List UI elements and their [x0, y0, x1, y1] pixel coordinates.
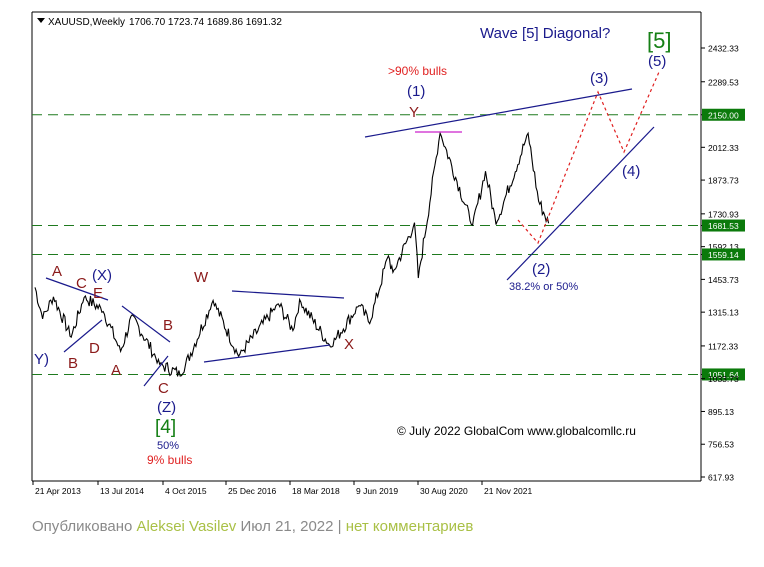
chart-title: Wave [5] Diagonal? — [480, 25, 610, 42]
horizontal-levels — [32, 114, 701, 375]
publication-footer: Опубликовано Aleksei Vasilev Июл 21, 202… — [32, 518, 473, 535]
wave-label-d1: D — [89, 340, 100, 357]
author-link[interactable]: Aleksei Vasilev — [136, 518, 237, 535]
trendlines — [45, 88, 655, 387]
y-tick-label: 1681.53 — [708, 221, 739, 231]
dropdown-triangle-icon[interactable] — [37, 18, 45, 23]
y-tick-label: 895.13 — [708, 407, 734, 417]
y-tick-label: 1315.13 — [708, 308, 739, 318]
x-tick-label: 21 Apr 2013 — [35, 486, 81, 496]
y-tick-label: 2289.53 — [708, 77, 739, 87]
trendline-2013-bottom — [63, 319, 103, 353]
y-tick-label: 2012.33 — [708, 143, 739, 153]
wave-label-two: (2) — [532, 261, 550, 278]
footer-prefix: Опубликовано — [32, 518, 133, 535]
trendline-2014-top — [121, 305, 171, 343]
wave-label-w: W — [194, 269, 209, 286]
wave-label-b1: B — [68, 355, 78, 372]
trendline-triangle-top — [231, 290, 345, 299]
wave-label-e1: E — [93, 285, 103, 302]
y-tick-label: 1592.13 — [708, 242, 739, 252]
trendline-2015-bottom — [143, 355, 169, 387]
x-tick-label: 21 Nov 2021 — [484, 486, 532, 496]
y-tick-label: 1051.64 — [708, 370, 739, 380]
comments-link[interactable]: нет комментариев — [345, 518, 474, 535]
wave-label-c1: C — [76, 275, 87, 292]
wave-label-three: (3) — [590, 70, 608, 87]
wave-label-four-small: (4) — [622, 163, 640, 180]
watermark-text: © July 2022 GlobalCom www.globalcomllc.r… — [397, 424, 636, 438]
wave-label-a1: A — [52, 263, 62, 280]
x-tick-label: 25 Dec 2016 — [228, 486, 276, 496]
x-axis: 21 Apr 2013 13 Jul 2014 4 Oct 2015 25 Dec 2… — [32, 481, 532, 496]
wave-label-y: Y — [409, 104, 419, 121]
y-tick-label: 1172.33 — [708, 341, 738, 351]
symbol-label: XAUUSD,Weekly — [48, 17, 125, 28]
trendline-upper-diagonal — [364, 88, 633, 138]
wave-label-five: (5) — [648, 53, 666, 70]
projection-path — [517, 71, 660, 245]
price-series-line — [34, 131, 550, 377]
y-tick-label: 1033.73 — [708, 374, 739, 384]
wave-label-bulls90: >90% bulls — [388, 64, 447, 78]
wave-label-x: X — [344, 336, 354, 353]
trendline-lower-diagonal — [506, 126, 655, 281]
wave-labels: Y) A C (X) E D B A B C (Z) [4] 50% 9% bu… — [34, 53, 666, 467]
trendline-triangle-bottom — [203, 344, 331, 363]
wave-label-bulls9: 9% bulls — [147, 453, 192, 467]
wave-label-one: (1) — [407, 83, 425, 100]
ohlc-label: 1706.70 1723.74 1689.86 1691.32 — [129, 17, 282, 28]
level-price-box — [702, 368, 745, 381]
wave-label-a2: A — [111, 362, 121, 379]
wave-label-z: (Z) — [157, 399, 176, 416]
x-tick-label: 13 Jul 2014 — [100, 486, 144, 496]
x-tick-label: 9 Jun 2019 — [356, 486, 398, 496]
wave-label-four: [4] — [155, 417, 176, 438]
x-tick-label: 4 Oct 2015 — [165, 486, 207, 496]
y-tick-label: 1559.14 — [708, 250, 739, 260]
wave-label-c2: C — [158, 380, 169, 397]
wave-label-x-blue: (X) — [92, 267, 112, 284]
wave-five-green-label: [5] — [647, 28, 671, 53]
y-tick-label: 2432.33 — [708, 44, 739, 54]
y-tick-label: 2150.00 — [708, 110, 739, 120]
y-tick-label: 756.53 — [708, 440, 734, 450]
wave-label-b2: B — [163, 317, 173, 334]
wave-label-retr: 38.2% or 50% — [509, 281, 578, 293]
x-tick-label: 18 Mar 2018 — [292, 486, 340, 496]
y-tick-label: 1453.73 — [708, 275, 739, 285]
level-price-box — [702, 248, 745, 261]
y-tick-label: 617.93 — [708, 473, 734, 483]
y-tick-label: 1873.73 — [708, 176, 739, 186]
y-tick-label: 1730.93 — [708, 209, 739, 219]
trendline-2013-top — [45, 277, 109, 301]
wave-label-pct50: 50% — [157, 440, 179, 452]
level-price-box — [702, 219, 745, 232]
wave-label-y-left: Y) — [34, 351, 49, 368]
level-price-box — [702, 108, 745, 121]
y-axis: 2432.33 2289.53 2150.00 2012.33 1873.73 1730.… — [701, 44, 745, 483]
footer-separator: | — [337, 518, 342, 535]
x-tick-label: 30 Aug 2020 — [420, 486, 468, 496]
publish-date: Июл 21, 2022 — [240, 518, 334, 535]
